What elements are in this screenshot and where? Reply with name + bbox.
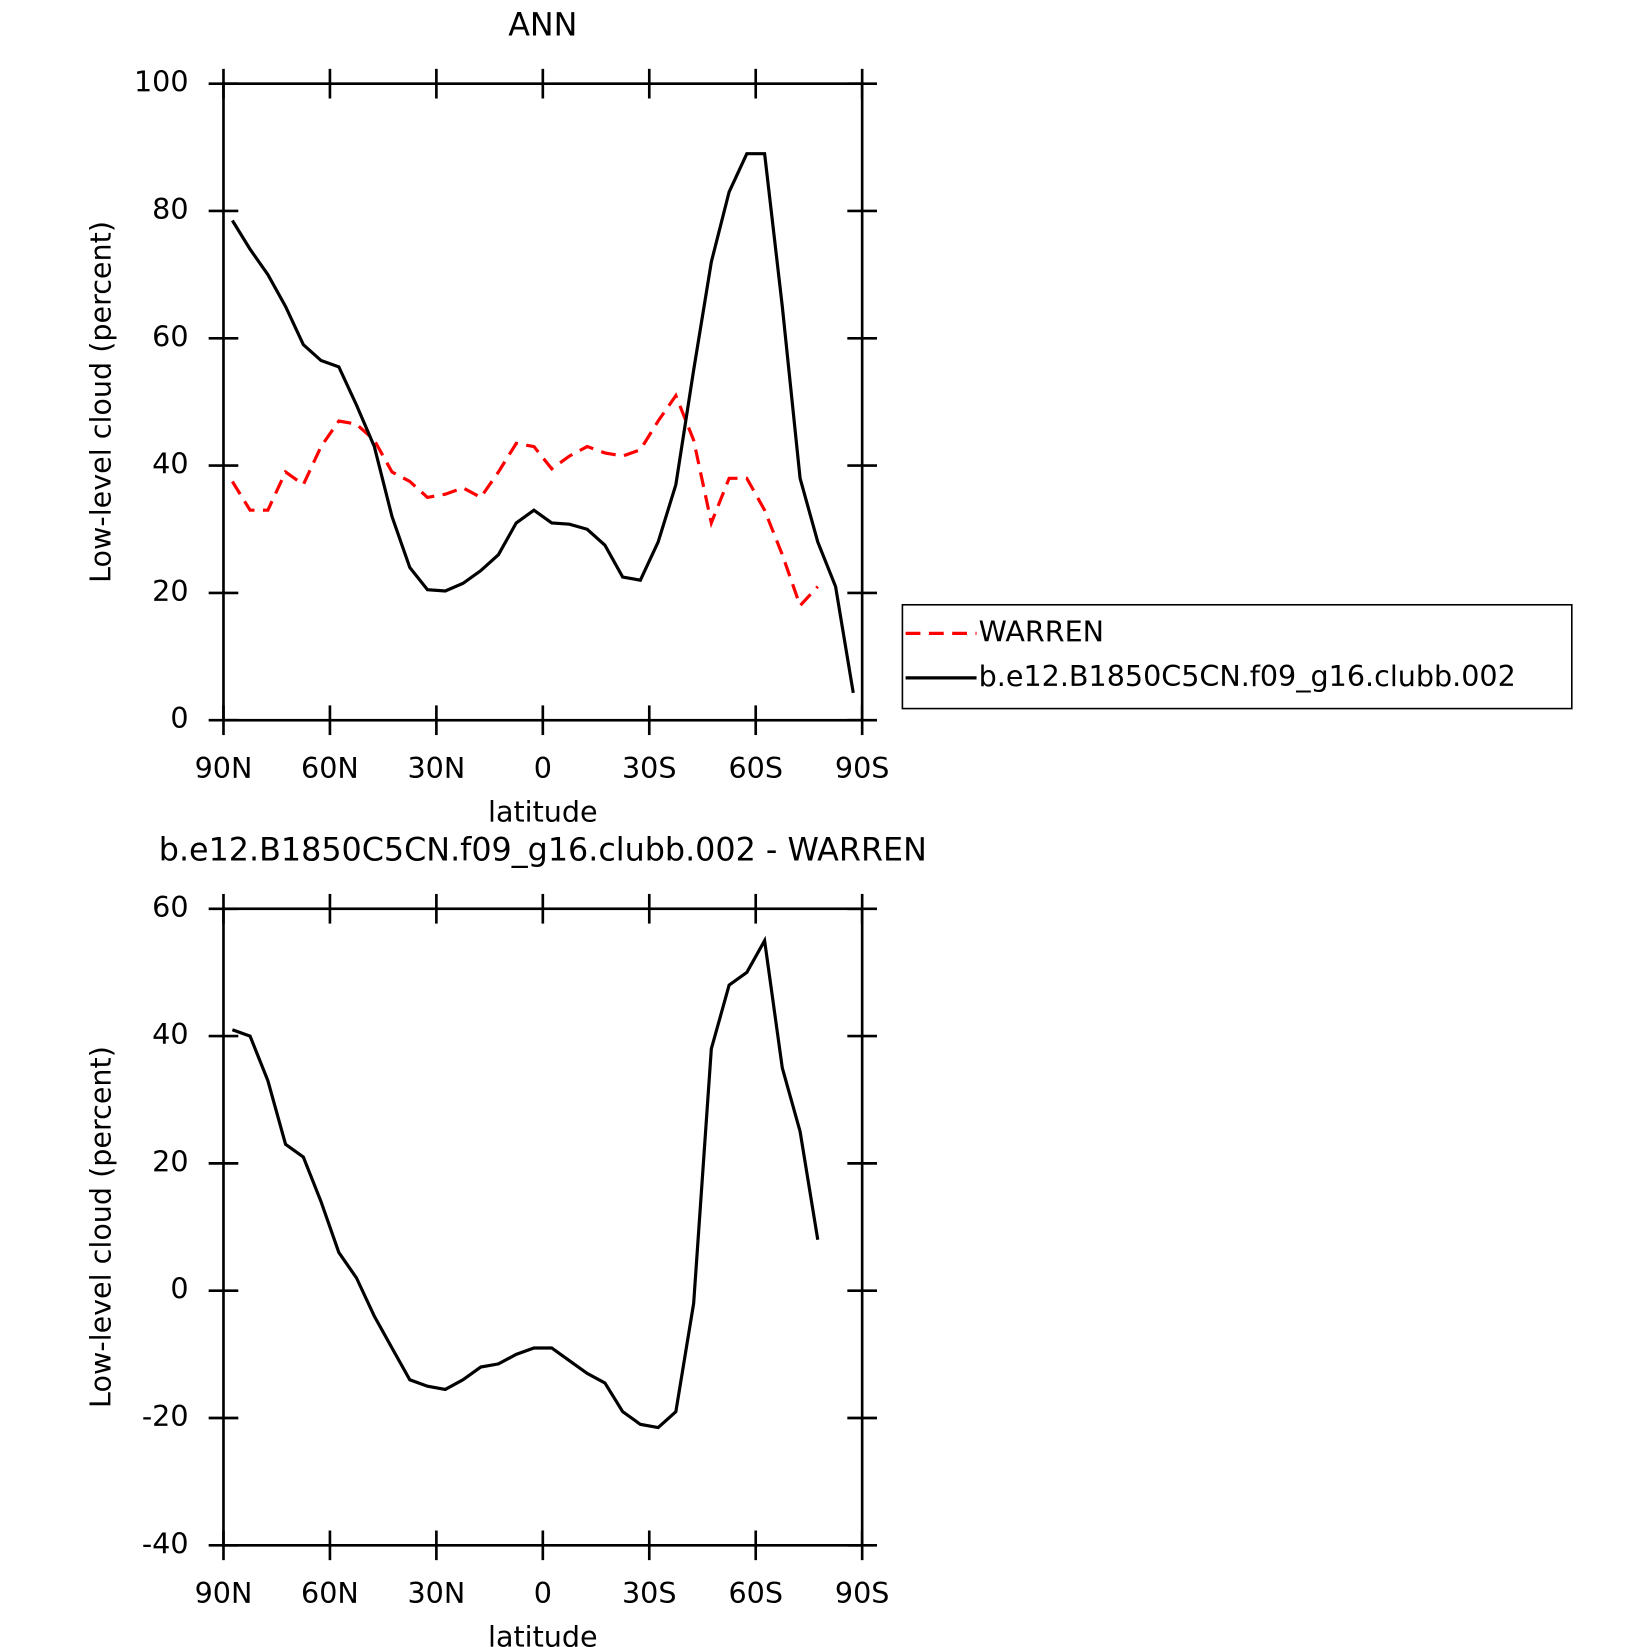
- x-tick-label: 30N: [408, 1576, 466, 1610]
- legend-label: b.e12.B1850C5CN.f09_g16.clubb.002: [979, 659, 1516, 693]
- y-tick-label: -20: [142, 1399, 189, 1433]
- legend-label: WARREN: [979, 614, 1104, 648]
- x-tick-label: 0: [534, 1576, 552, 1610]
- y-tick-label: 80: [152, 192, 188, 226]
- x-tick-label: 30S: [622, 1576, 677, 1610]
- x-tick-label: 90N: [195, 751, 253, 785]
- x-tick-label: 60N: [301, 751, 359, 785]
- y-tick-label: 0: [170, 701, 188, 735]
- x-tick-label: 0: [534, 751, 552, 785]
- y-tick-label: 40: [152, 447, 188, 481]
- y-tick-label: 20: [152, 1144, 188, 1178]
- data-line: [231, 152, 855, 694]
- y-axis-label: Low-level cloud (percent): [84, 1046, 118, 1408]
- x-tick-label: 90S: [835, 1576, 890, 1610]
- x-axis-label: latitude: [488, 794, 598, 828]
- x-tick-label: 30S: [622, 751, 677, 785]
- data-line: [231, 935, 820, 1430]
- legend-box: [901, 603, 1573, 710]
- x-tick-label: 30N: [408, 751, 466, 785]
- y-tick-label: 20: [152, 574, 188, 608]
- y-tick-label: 60: [152, 319, 188, 353]
- data-line: [231, 392, 819, 609]
- chart-title: b.e12.B1850C5CN.f09_g16.clubb.002 - WARR…: [159, 833, 927, 869]
- y-tick-label: 60: [152, 890, 188, 924]
- y-tick-label: -40: [142, 1526, 189, 1560]
- legend: WARREN b.e12.B1850C5CN.f09_g16.clubb.002: [901, 603, 1573, 710]
- plot-frame: [222, 907, 864, 1547]
- x-tick-label: 90N: [195, 1576, 253, 1610]
- y-tick-label: 100: [134, 65, 189, 99]
- y-tick-label: 0: [170, 1272, 188, 1306]
- y-tick-label: 40: [152, 1017, 188, 1051]
- y-axis-label: Low-level cloud (percent): [84, 221, 118, 583]
- x-tick-label: 60S: [728, 1576, 783, 1610]
- x-tick-label: 60S: [728, 751, 783, 785]
- x-axis-label: latitude: [488, 1620, 598, 1647]
- x-tick-label: 90S: [835, 751, 890, 785]
- chart-title: ANN: [508, 7, 577, 43]
- x-tick-label: 60N: [301, 1576, 359, 1610]
- plot-frame: [222, 82, 864, 722]
